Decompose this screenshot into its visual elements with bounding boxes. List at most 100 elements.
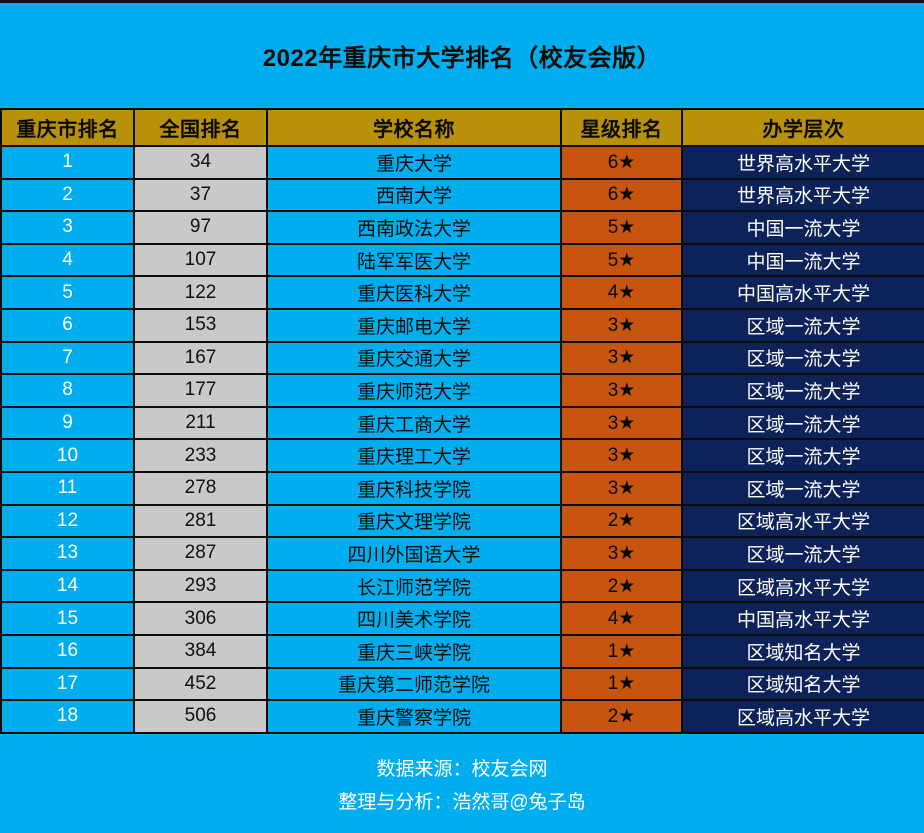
- cell-star-rank: 6★: [560, 145, 683, 180]
- table-row: 13 287 四川外国语大学 3★ 区域一流大学: [0, 536, 924, 571]
- table-row: 11 278 重庆科技学院 3★ 区域一流大学: [0, 470, 924, 506]
- cell-school-name: 重庆大学: [266, 145, 562, 180]
- cell-nation-rank: 506: [133, 699, 268, 734]
- cell-nation-rank: 97: [133, 210, 268, 245]
- table-row: 3 97 西南政法大学 5★ 中国一流大学: [0, 210, 924, 245]
- university-ranking-table: 重庆市排名 全国排名 学校名称 星级排名 办学层次 1 34 重庆大学 6★ 世界高水平…: [0, 108, 924, 734]
- cell-school-name: 长江师范学院: [266, 568, 562, 604]
- table-row: 6 153 重庆邮电大学 3★ 区域一流大学: [0, 307, 924, 343]
- cell-level: 区域一流大学: [681, 438, 924, 473]
- cell-school-name: 重庆师范大学: [266, 373, 562, 408]
- cell-local-rank: 6: [0, 307, 135, 343]
- cell-star-rank: 5★: [560, 242, 683, 278]
- cell-nation-rank: 293: [133, 568, 268, 604]
- cell-local-rank: 11: [0, 470, 135, 506]
- table-header: 重庆市排名 全国排名 学校名称 星级排名 办学层次: [0, 108, 924, 147]
- cell-level: 区域一流大学: [681, 340, 924, 376]
- cell-level: 中国一流大学: [681, 242, 924, 278]
- cell-star-rank: 3★: [560, 340, 683, 376]
- table-row: 18 506 重庆警察学院 2★ 区域高水平大学: [0, 699, 924, 734]
- column-header-nation-rank: 全国排名: [133, 108, 268, 147]
- page-title: 2022年重庆市大学排名（校友会版）: [262, 45, 662, 72]
- cell-local-rank: 15: [0, 601, 135, 636]
- cell-star-rank: 5★: [560, 210, 683, 245]
- column-header-school: 学校名称: [266, 108, 562, 147]
- cell-nation-rank: 167: [133, 340, 268, 376]
- table-row: 2 37 西南大学 6★ 世界高水平大学: [0, 177, 924, 213]
- cell-star-rank: 2★: [560, 568, 683, 604]
- cell-local-rank: 13: [0, 536, 135, 571]
- cell-school-name: 重庆文理学院: [266, 503, 562, 539]
- cell-school-name: 重庆第二师范学院: [266, 666, 562, 702]
- cell-local-rank: 1: [0, 145, 135, 180]
- cell-nation-rank: 122: [133, 275, 268, 310]
- cell-local-rank: 14: [0, 568, 135, 604]
- cell-local-rank: 3: [0, 210, 135, 245]
- table-row: 4 107 陆军军医大学 5★ 中国一流大学: [0, 242, 924, 278]
- cell-star-rank: 3★: [560, 307, 683, 343]
- cell-school-name: 陆军军医大学: [266, 242, 562, 278]
- cell-level: 区域知名大学: [681, 633, 924, 669]
- cell-star-rank: 4★: [560, 275, 683, 310]
- cell-school-name: 四川外国语大学: [266, 536, 562, 571]
- cell-level: 世界高水平大学: [681, 177, 924, 213]
- table-header-row: 重庆市排名 全国排名 学校名称 星级排名 办学层次: [0, 108, 924, 147]
- cell-nation-rank: 233: [133, 438, 268, 473]
- cell-star-rank: 1★: [560, 633, 683, 669]
- cell-star-rank: 3★: [560, 405, 683, 441]
- cell-school-name: 西南政法大学: [266, 210, 562, 245]
- cell-nation-rank: 37: [133, 177, 268, 213]
- cell-local-rank: 10: [0, 438, 135, 473]
- cell-level: 中国高水平大学: [681, 601, 924, 636]
- cell-level: 区域高水平大学: [681, 568, 924, 604]
- table-row: 5 122 重庆医科大学 4★ 中国高水平大学: [0, 275, 924, 310]
- table-row: 12 281 重庆文理学院 2★ 区域高水平大学: [0, 503, 924, 539]
- footer: 数据来源：校友会网 整理与分析：浩然哥@兔子岛: [0, 733, 924, 833]
- cell-level: 区域一流大学: [681, 470, 924, 506]
- cell-nation-rank: 107: [133, 242, 268, 278]
- table-row: 14 293 长江师范学院 2★ 区域高水平大学: [0, 568, 924, 604]
- cell-level: 区域一流大学: [681, 373, 924, 408]
- cell-level: 中国高水平大学: [681, 275, 924, 310]
- cell-local-rank: 9: [0, 405, 135, 441]
- cell-local-rank: 5: [0, 275, 135, 310]
- cell-star-rank: 3★: [560, 373, 683, 408]
- cell-nation-rank: 281: [133, 503, 268, 539]
- cell-school-name: 西南大学: [266, 177, 562, 213]
- cell-nation-rank: 211: [133, 405, 268, 441]
- table-row: 10 233 重庆理工大学 3★ 区域一流大学: [0, 438, 924, 473]
- table-body: 1 34 重庆大学 6★ 世界高水平大学 2 37 西南大学 6★ 世界高水平大学 3 97 西南政法大…: [0, 145, 924, 734]
- cell-nation-rank: 287: [133, 536, 268, 571]
- table-row: 16 384 重庆三峡学院 1★ 区域知名大学: [0, 633, 924, 669]
- cell-nation-rank: 306: [133, 601, 268, 636]
- cell-nation-rank: 34: [133, 145, 268, 180]
- column-header-star: 星级排名: [560, 108, 683, 147]
- table-row: 1 34 重庆大学 6★ 世界高水平大学: [0, 145, 924, 180]
- cell-local-rank: 8: [0, 373, 135, 408]
- cell-star-rank: 2★: [560, 503, 683, 539]
- credit-line: 整理与分析：浩然哥@兔子岛: [338, 791, 586, 813]
- table-row: 8 177 重庆师范大学 3★ 区域一流大学: [0, 373, 924, 408]
- cell-nation-rank: 177: [133, 373, 268, 408]
- table-row: 7 167 重庆交通大学 3★ 区域一流大学: [0, 340, 924, 376]
- cell-local-rank: 2: [0, 177, 135, 213]
- column-header-local-rank: 重庆市排名: [0, 108, 135, 147]
- cell-nation-rank: 153: [133, 307, 268, 343]
- cell-star-rank: 2★: [560, 699, 683, 734]
- cell-star-rank: 3★: [560, 438, 683, 473]
- cell-nation-rank: 384: [133, 633, 268, 669]
- title-band: 2022年重庆市大学排名（校友会版）: [0, 3, 924, 108]
- cell-school-name: 重庆工商大学: [266, 405, 562, 441]
- cell-level: 世界高水平大学: [681, 145, 924, 180]
- cell-local-rank: 16: [0, 633, 135, 669]
- cell-star-rank: 6★: [560, 177, 683, 213]
- column-header-level: 办学层次: [681, 108, 924, 147]
- cell-star-rank: 3★: [560, 536, 683, 571]
- cell-star-rank: 4★: [560, 601, 683, 636]
- table-row: 15 306 四川美术学院 4★ 中国高水平大学: [0, 601, 924, 636]
- cell-level: 中国一流大学: [681, 210, 924, 245]
- cell-school-name: 重庆三峡学院: [266, 633, 562, 669]
- cell-local-rank: 18: [0, 699, 135, 734]
- cell-school-name: 重庆医科大学: [266, 275, 562, 310]
